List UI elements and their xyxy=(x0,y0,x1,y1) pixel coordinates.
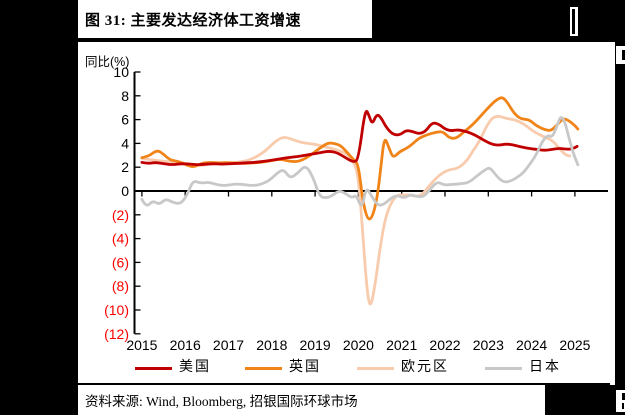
x-axis-tick-label: 2025 xyxy=(559,337,590,353)
x-axis-tick-label: 2016 xyxy=(170,337,201,353)
y-axis-tick-label: 6 xyxy=(121,112,129,128)
page-crop-black-margin-left xyxy=(0,0,78,415)
legend-item-japan: 日本 xyxy=(485,359,561,377)
page-crop-black-margin-right xyxy=(615,0,625,415)
figure-bottom-rule xyxy=(78,383,610,385)
x-axis-tick-label: 2018 xyxy=(256,337,287,353)
legend-swatch-uk xyxy=(245,366,282,371)
x-axis-tick-label: 2020 xyxy=(343,337,374,353)
legend-label-eurozone: 欧元区 xyxy=(401,360,449,375)
source-note-bar: 资料来源: Wind, Bloomberg, 招银国际环球市场 xyxy=(78,385,545,415)
legend-swatch-eurozone xyxy=(357,366,394,371)
y-axis-title: 同比(%) xyxy=(85,55,129,69)
x-axis-tick-label: 2021 xyxy=(386,337,417,353)
y-axis-tick-label: 8 xyxy=(121,88,129,104)
legend-label-us: 美国 xyxy=(179,360,211,375)
wage-growth-chart: 10 8 6 4 2 0 (2) (4) (6) (8) (10) (12) 同比(%) 2015 2016… xyxy=(78,42,616,385)
series-line-japan xyxy=(140,116,580,207)
y-axis-tick-label: 4 xyxy=(121,135,129,151)
x-axis-tick-label: 2023 xyxy=(473,337,504,353)
figure-title-bar: 图 31: 主要发达经济体工资增速 xyxy=(78,0,372,38)
chart-legend: 美国 英国 欧元区 日本 xyxy=(78,359,616,379)
source-note: 资料来源: Wind, Bloomberg, 招银国际环球市场 xyxy=(85,394,358,409)
y-axis-tick-label: (10) xyxy=(104,302,129,318)
x-axis-tick-label: 2019 xyxy=(300,337,331,353)
page-crop-fragment xyxy=(570,7,578,36)
figure-title: 图 31: 主要发达经济体工资增速 xyxy=(85,13,301,29)
legend-swatch-japan xyxy=(485,366,522,371)
legend-swatch-us xyxy=(135,366,172,371)
legend-label-uk: 英国 xyxy=(289,360,321,375)
x-axis-tick-label: 2017 xyxy=(213,337,244,353)
page-crop-fragment xyxy=(616,390,625,412)
page-crop-black-bottom-right xyxy=(545,385,625,415)
title-underline-rule xyxy=(78,38,490,42)
x-axis-tick-label: 2024 xyxy=(516,337,547,353)
x-axis-tick-label: 2015 xyxy=(126,337,157,353)
y-axis-tick-label: (8) xyxy=(112,278,129,294)
legend-item-eurozone: 欧元区 xyxy=(357,359,449,377)
y-axis-tick-label: 0 xyxy=(121,183,129,199)
y-axis-tick-label: 2 xyxy=(121,159,129,175)
y-axis-tick-label: (6) xyxy=(112,254,129,270)
page-crop-fragment xyxy=(616,46,625,64)
series-line-eurozone xyxy=(140,115,572,306)
y-axis-tick-label: (12) xyxy=(104,326,129,342)
legend-item-us: 美国 xyxy=(135,359,211,377)
x-axis-tick-label: 2022 xyxy=(429,337,460,353)
legend-item-uk: 英国 xyxy=(245,359,321,377)
y-axis-tick-label: 10 xyxy=(113,64,129,80)
y-axis-tick-label: (4) xyxy=(112,231,129,247)
legend-label-japan: 日本 xyxy=(529,360,561,375)
y-axis-tick-label: (2) xyxy=(112,207,129,223)
line-chart-plot-area: 10 8 6 4 2 0 (2) (4) (6) (8) (10) (12) 同比(%) 2015 2016… xyxy=(85,55,608,353)
page-crop-black-top-right xyxy=(372,0,625,42)
series-line-us xyxy=(140,109,579,166)
